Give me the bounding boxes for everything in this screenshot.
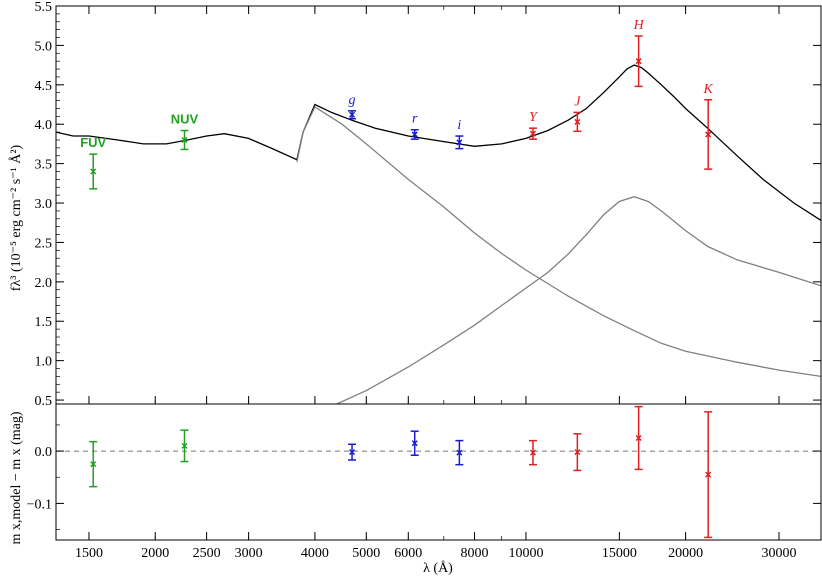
band-label-FUV: FUV — [80, 135, 106, 150]
y-tick-label: 3.5 — [35, 158, 53, 173]
marker — [574, 118, 581, 125]
residual-point-FUV — [89, 440, 98, 488]
band-label-J: J — [574, 94, 581, 109]
marker — [90, 168, 97, 175]
y-tick-label: −0.1 — [27, 497, 52, 512]
photometry-point-i: i — [455, 118, 464, 150]
y-tick-label: 1.5 — [35, 315, 53, 330]
band-label-r: r — [412, 112, 418, 127]
band-label-Y: Y — [529, 110, 539, 125]
marker — [181, 136, 188, 144]
x-tick-label: 4000 — [301, 546, 329, 561]
marker — [635, 434, 642, 442]
band-label-H: H — [633, 18, 645, 33]
series-line-0 — [56, 64, 821, 221]
residual-point-Y — [528, 439, 537, 466]
photometry-point-NUV: NUV — [171, 112, 199, 151]
x-tick-label: 2500 — [193, 546, 221, 561]
bottom-panel: −0.1 0.0 1500 2000 2500 3000 4000 5000 6000 8000 1… — [27, 403, 822, 561]
top-panel: FUV NUV g r i Y J H K 0.5 1.0 1.5 2.0 2.5 3.0 3.5 4.0 4.5… — [35, 0, 822, 409]
bottom-y-axis-label: m x,model − m x (mag) — [9, 411, 24, 544]
marker — [529, 449, 537, 456]
marker — [456, 139, 463, 146]
y-tick-label: 0.0 — [35, 445, 53, 460]
top-series-group — [56, 64, 821, 404]
residual-point-r — [410, 430, 419, 457]
band-label-i: i — [457, 118, 461, 133]
x-tick-label: 15000 — [602, 546, 637, 561]
y-tick-label: 4.5 — [35, 79, 53, 94]
marker — [90, 461, 97, 468]
series-line-1 — [296, 105, 821, 378]
y-tick-label: 2.0 — [35, 276, 53, 291]
residual-point-H — [634, 405, 643, 471]
series-line-2 — [336, 196, 821, 404]
x-tick-label: 3000 — [235, 546, 263, 561]
x-tick-label: 5000 — [352, 546, 380, 561]
top-y-axis-label: fλ³ (10⁻⁵ erg cm⁻² s⁻¹ Å²) — [8, 144, 24, 291]
marker — [635, 58, 642, 65]
x-tick-label: 1500 — [75, 546, 103, 561]
bottom-frame — [55, 403, 822, 541]
y-tick-label: 0.5 — [35, 394, 53, 409]
residual-point-g — [348, 443, 357, 461]
band-label-NUV: NUV — [171, 112, 199, 127]
marker — [705, 131, 712, 138]
marker — [349, 449, 356, 456]
residual-point-i — [455, 439, 464, 466]
marker — [574, 449, 581, 456]
y-tick-label: 5.5 — [35, 0, 53, 15]
y-tick-label: 2.5 — [35, 236, 53, 251]
top-frame — [55, 5, 822, 405]
photometry-point-K: K — [703, 82, 714, 170]
y-tick-label: 3.0 — [35, 197, 53, 212]
marker — [349, 111, 356, 118]
photometry-point-FUV: FUV — [80, 135, 107, 190]
y-tick-label: 1.0 — [35, 355, 53, 370]
x-tick-label: 10000 — [508, 546, 543, 561]
band-label-g: g — [349, 93, 356, 108]
photometry-point-H: H — [633, 18, 645, 88]
marker — [705, 471, 712, 478]
x-axis-label: λ (Å) — [423, 560, 453, 576]
x-tick-label: 6000 — [394, 546, 422, 561]
marker — [411, 131, 418, 138]
photometry-point-Y: Y — [528, 110, 539, 140]
photometry-point-g: g — [348, 93, 357, 120]
band-label-K: K — [703, 82, 714, 97]
marker — [181, 442, 188, 449]
residual-point-K — [704, 411, 713, 539]
x-tick-label: 8000 — [461, 546, 489, 561]
y-tick-label: 5.0 — [35, 39, 53, 54]
marker — [411, 440, 418, 447]
photometry-point-r: r — [410, 112, 419, 140]
x-tick-label: 20000 — [668, 546, 703, 561]
residual-point-J — [573, 433, 582, 472]
marker — [456, 449, 463, 456]
x-tick-label: 2000 — [141, 546, 169, 561]
residual-point-NUV — [180, 429, 189, 463]
marker — [529, 130, 537, 137]
x-tick-label: 30000 — [762, 546, 797, 561]
photometry-point-J: J — [573, 94, 582, 133]
y-tick-label: 4.0 — [35, 118, 53, 133]
